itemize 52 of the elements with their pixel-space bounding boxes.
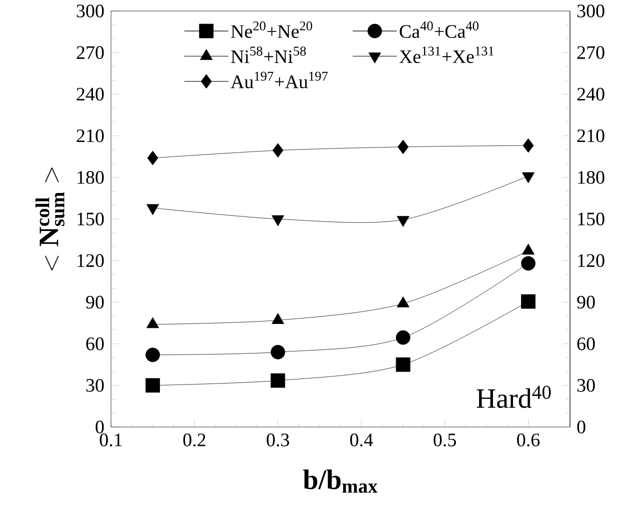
x-tick-label: 0.1 [100,434,122,446]
point [396,330,410,345]
x-tick-label: 0.2 [183,434,206,446]
x-axis-title: b/b$_{max}$ [303,470,378,493]
y2-tick-label: 60 [577,337,595,350]
y-tick-label: 240 [76,88,104,101]
y-tick-label: 270 [76,46,104,60]
point [146,348,160,362]
legend-label: Au$^{197}$+Au$^{197}$ [230,72,328,88]
legend-label: Xe$^{131}$+Xe$^{131}$ [399,46,494,64]
y-tick-label: 120 [78,254,104,268]
y2-tick-label: 150 [578,212,604,226]
y2-tick-label: 270 [577,46,604,60]
y2-tick-label: 210 [577,129,604,142]
point [396,216,410,227]
point [521,294,536,309]
y-tick-label: 150 [78,212,104,226]
x-tick-label: 0.4 [350,434,373,446]
point [146,378,160,393]
y2-tick-label: 180 [578,170,604,184]
point [272,143,284,158]
y-tick-label: 0 [96,420,104,434]
y-tick-label: 180 [78,170,104,184]
point [521,256,536,271]
y2-tick-label: 240 [577,88,604,101]
y-tick-label: 30 [86,378,104,392]
x-tick-label: 0.3 [266,434,290,446]
y-tick-label: 90 [86,296,104,309]
point [270,373,286,388]
point [396,357,410,372]
legend-label: Ni$^{58}$+Ni$^{58}$ [231,46,306,63]
y-tick-label: 210 [76,129,104,142]
point [146,204,159,216]
y-tick-label: 60 [86,337,104,350]
point [522,138,534,153]
y2-tick-label: 300 [577,4,604,18]
x-tick-label: 0.5 [434,434,456,446]
y2-tick-label: 30 [577,378,595,392]
annotation: Hard$^{40}$ [476,386,551,408]
y2-tick-label: 0 [577,420,586,434]
legend-label: Ne$^{20}$+Ne$^{20}$ [231,21,312,38]
x-tick-label: 0.6 [517,434,540,446]
point [272,215,284,226]
y2-tick-label: 90 [577,296,595,309]
legend-label: Ca$^{40}$+Ca$^{40}$ [400,21,478,38]
point [398,140,409,154]
point [147,150,158,166]
y2-tick-label: 120 [578,254,604,268]
point [270,344,286,360]
y-tick-label: 300 [76,4,104,18]
point [522,172,535,184]
y-axis-title: $<\mathbf{N}^{\mathbf{coll}}_{\mathbf{sum}}>$ [36,168,64,271]
